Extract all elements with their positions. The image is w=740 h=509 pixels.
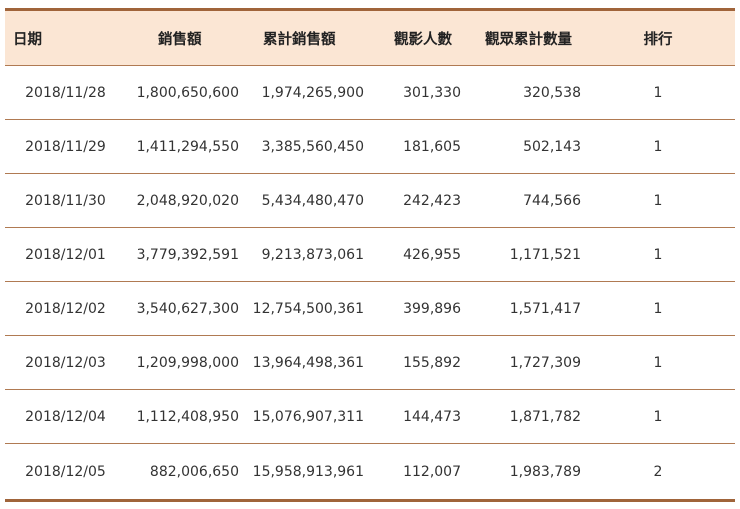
cell-rank: 1 <box>653 354 663 371</box>
cell-rank: 1 <box>653 300 663 317</box>
cell-sales: 1,209,998,000 <box>136 354 239 371</box>
cell-sales: 1,800,650,600 <box>136 84 239 101</box>
cell-sales: 2,048,920,020 <box>136 192 239 209</box>
cell-date: 2018/12/04 <box>25 408 106 425</box>
cell-sales: 3,779,392,591 <box>136 246 239 263</box>
cell-rank: 1 <box>653 192 663 209</box>
cell-cumulative-sales: 15,076,907,311 <box>252 408 364 425</box>
table-row: 2018/12/02 3,540,627,300 12,754,500,361 … <box>5 282 735 336</box>
table-row: 2018/12/05 882,006,650 15,958,913,961 11… <box>5 444 735 499</box>
table-row: 2018/11/30 2,048,920,020 5,434,480,470 2… <box>5 174 735 228</box>
header-sales: 銷售額 <box>158 31 202 48</box>
table-row: 2018/12/01 3,779,392,591 9,213,873,061 4… <box>5 228 735 282</box>
cell-rank: 1 <box>653 84 663 101</box>
cell-audience: 426,955 <box>403 246 461 263</box>
cell-cumulative-audience: 744,566 <box>523 192 581 209</box>
cell-audience: 181,605 <box>403 138 461 155</box>
header-date: 日期 <box>13 31 42 48</box>
cell-date: 2018/12/01 <box>25 246 106 263</box>
cell-cumulative-sales: 3,385,560,450 <box>261 138 364 155</box>
cell-cumulative-audience: 1,727,309 <box>509 354 581 371</box>
cell-date: 2018/11/30 <box>25 192 106 209</box>
table-row: 2018/11/28 1,800,650,600 1,974,265,900 3… <box>5 66 735 120</box>
cell-cumulative-audience: 1,571,417 <box>509 300 581 317</box>
cell-cumulative-audience: 502,143 <box>523 138 581 155</box>
cell-audience: 301,330 <box>403 84 461 101</box>
table-row: 2018/12/04 1,112,408,950 15,076,907,311 … <box>5 390 735 444</box>
cell-sales: 882,006,650 <box>149 463 239 480</box>
cell-rank: 1 <box>653 246 663 263</box>
cell-cumulative-sales: 13,964,498,361 <box>252 354 364 371</box>
cell-cumulative-audience: 320,538 <box>523 84 581 101</box>
cell-audience: 155,892 <box>403 354 461 371</box>
cell-cumulative-audience: 1,171,521 <box>509 246 581 263</box>
cell-rank: 2 <box>653 463 663 480</box>
header-audience: 觀影人數 <box>394 31 452 48</box>
cell-audience: 399,896 <box>403 300 461 317</box>
cell-date: 2018/12/02 <box>25 300 106 317</box>
cell-audience: 144,473 <box>403 408 461 425</box>
cell-cumulative-audience: 1,983,789 <box>509 463 581 480</box>
cell-date: 2018/11/29 <box>25 138 106 155</box>
cell-sales: 1,411,294,550 <box>136 138 239 155</box>
cell-rank: 1 <box>653 408 663 425</box>
cell-cumulative-sales: 9,213,873,061 <box>261 246 364 263</box>
cell-cumulative-sales: 15,958,913,961 <box>252 463 364 480</box>
table-bottom-rule <box>5 499 735 502</box>
cell-date: 2018/11/28 <box>25 84 106 101</box>
cell-rank: 1 <box>653 138 663 155</box>
cell-cumulative-audience: 1,871,782 <box>509 408 581 425</box>
cell-cumulative-sales: 5,434,480,470 <box>261 192 364 209</box>
header-rank: 排行 <box>643 31 673 48</box>
cell-sales: 3,540,627,300 <box>136 300 239 317</box>
table-header-row: 日期 銷售額 累計銷售額 觀影人數 觀眾累計數量 排行 <box>5 11 735 66</box>
table-row: 2018/12/03 1,209,998,000 13,964,498,361 … <box>5 336 735 390</box>
header-cumulative-audience: 觀眾累計數量 <box>485 31 572 48</box>
cell-date: 2018/12/05 <box>25 463 106 480</box>
table-top-rule <box>5 8 735 11</box>
table-row: 2018/11/29 1,411,294,550 3,385,560,450 1… <box>5 120 735 174</box>
header-cumulative-sales: 累計銷售額 <box>263 31 336 48</box>
cell-audience: 112,007 <box>403 463 461 480</box>
cell-cumulative-sales: 12,754,500,361 <box>252 300 364 317</box>
cell-sales: 1,112,408,950 <box>136 408 239 425</box>
box-office-table: 日期 銷售額 累計銷售額 觀影人數 觀眾累計數量 排行 2018/11/28 1… <box>5 8 735 502</box>
cell-date: 2018/12/03 <box>25 354 106 371</box>
cell-audience: 242,423 <box>403 192 461 209</box>
cell-cumulative-sales: 1,974,265,900 <box>261 84 364 101</box>
